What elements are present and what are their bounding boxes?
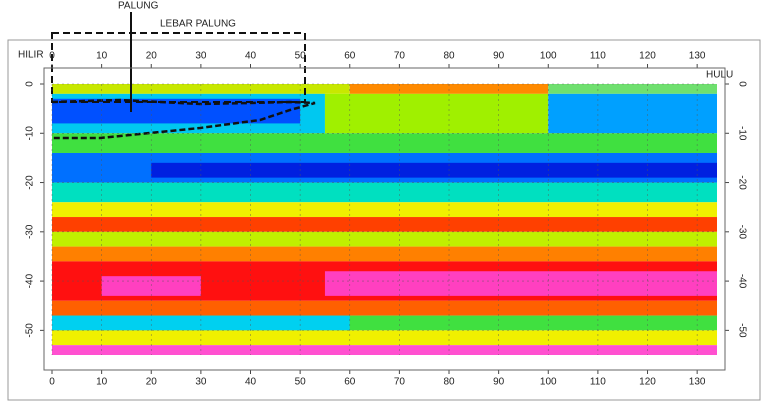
x-tick-label-top: 110 [590,51,606,62]
axes-box [43,67,726,371]
x-tick-label-top: 50 [295,51,307,62]
contour-cell [101,276,201,296]
hulu-label: HULU [706,70,733,81]
x-tick-label-top: 80 [443,51,455,62]
y-tick-label-left: -30 [25,224,36,239]
contour-cell [52,182,717,203]
y-tick-label-right: -30 [736,225,747,240]
contour-cell [548,84,717,94]
contour-cell [52,231,717,247]
contour-cell [324,93,549,134]
contour-cell [52,202,717,218]
contour-cell [548,93,717,134]
x-tick-label-top: 30 [195,51,207,62]
x-tick-label-bottom: 10 [96,377,108,388]
x-tick-label-bottom: 80 [443,377,455,388]
x-tick-label-top: 90 [493,51,505,62]
contour-cell [52,330,717,346]
y-tick-label-left: 0 [25,81,36,87]
x-tick-label-top: 40 [245,51,257,62]
contour-cell [151,162,718,178]
x-tick-label-bottom: 50 [295,377,307,388]
y-tick-label-right: -40 [736,274,747,289]
y-tick-label-left: -40 [25,273,36,288]
x-tick-label-bottom: 30 [195,377,207,388]
x-tick-label-bottom: 70 [394,377,406,388]
contour-cell [52,217,717,232]
contour-cell [52,133,717,153]
x-tick-label-bottom: 40 [245,377,257,388]
x-tick-label-top: 130 [689,51,706,62]
x-tick-label-bottom: 20 [146,377,158,388]
y-tick-label-left: -20 [25,175,36,190]
x-tick-label-bottom: 60 [344,377,356,388]
y-tick-label-right: 0 [736,81,747,87]
plot-area [52,84,718,355]
y-tick-label-left: -10 [25,126,36,141]
y-tick-label-right: -50 [736,323,747,338]
x-tick-label-top: 0 [49,51,55,62]
x-tick-label-top: 10 [96,51,108,62]
y-tick-label-left: -50 [25,323,36,338]
x-tick-label-top: 100 [540,51,557,62]
contour-cell [52,84,350,94]
x-tick-label-top: 70 [394,51,406,62]
x-tick-label-top: 120 [639,51,656,62]
contour-cell [324,271,717,296]
palung-label: PALUNG [118,1,159,12]
x-tick-label-bottom: 90 [493,377,505,388]
contour-cell [52,246,717,262]
x-tick-label-bottom: 120 [639,377,656,388]
x-tick-label-bottom: 130 [689,377,706,388]
hilir-label: HILIR [18,50,44,61]
contour-cell [349,84,549,94]
frame [7,39,761,401]
contour-cell [52,345,717,355]
lebar-palung-label: LEBAR PALUNG [160,19,236,30]
y-tick-label-right: -10 [736,126,747,141]
x-tick-label-bottom: 0 [49,377,55,388]
x-tick-label-bottom: 110 [590,377,606,388]
x-tick-label-top: 60 [344,51,356,62]
contour-cell [52,300,717,316]
x-tick-label-top: 20 [146,51,158,62]
x-tick-label-bottom: 100 [540,377,557,388]
y-tick-label-right: -20 [736,175,747,190]
contour-cell [52,315,350,331]
